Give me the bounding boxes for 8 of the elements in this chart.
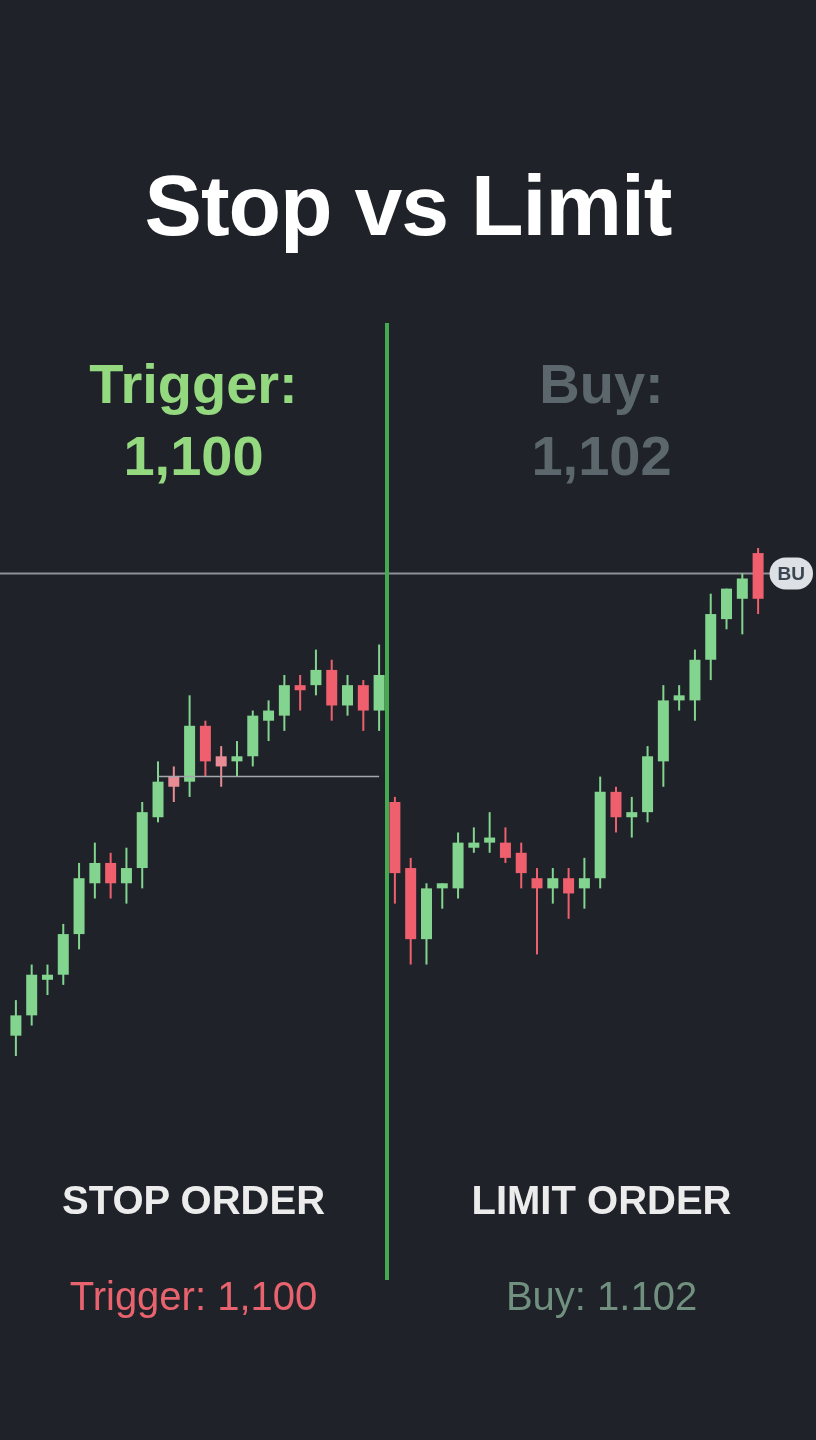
chart-title: Stop vs Limit — [143, 156, 673, 255]
text: Buy: 1,102 — [530, 351, 673, 489]
text: LIMIT ORDER — [470, 1177, 733, 1224]
text: Trigger: 1,100 — [68, 1273, 319, 1320]
text: STOP ORDER — [61, 1177, 326, 1224]
ref-line-label: BU — [777, 562, 806, 584]
text: Trigger: 1,100 — [88, 351, 299, 489]
text: Buy: 1.102 — [504, 1273, 699, 1320]
